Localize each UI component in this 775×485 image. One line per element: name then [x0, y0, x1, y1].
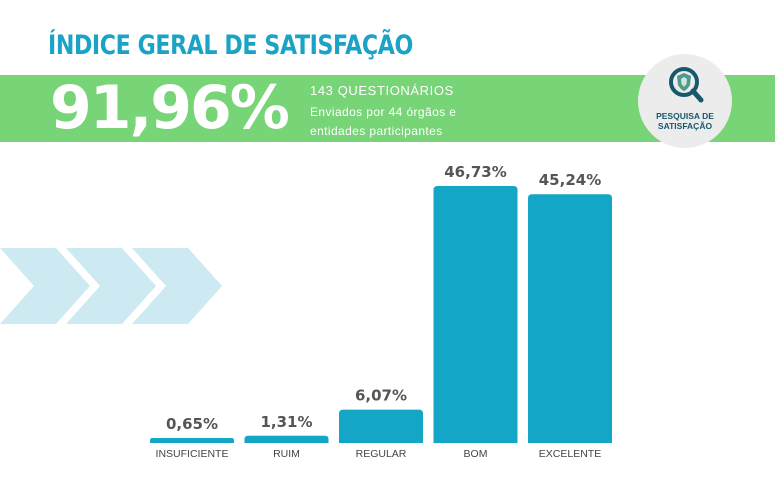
- bar-value-label: 46,73%: [444, 163, 506, 181]
- satisfaction-index-value: 91,96%: [50, 73, 290, 143]
- logo-text: PESQUISA DE SATISFAÇÃO: [638, 111, 732, 131]
- chevron-icon: [0, 248, 90, 324]
- bar-insuficiente: [150, 438, 234, 443]
- chevron-icon: [66, 248, 156, 324]
- category-label: BOM: [464, 448, 488, 460]
- category-label: EXCELENTE: [539, 448, 601, 460]
- category-label: RUIM: [273, 448, 300, 460]
- category-label: INSUFICIENTE: [156, 448, 229, 460]
- chevron-arrows-decoration: [0, 248, 222, 324]
- bar-ruim: [244, 435, 329, 443]
- bar-value-label: 6,07%: [355, 387, 407, 405]
- page-title: ÍNDICE GERAL DE SATISFAÇÃO: [48, 30, 413, 61]
- bar-bom: [433, 186, 518, 443]
- bar-regular: [339, 409, 423, 443]
- bar-value-label: 0,65%: [166, 415, 218, 433]
- magnifier-shield-icon: [669, 67, 704, 103]
- questionnaire-count: 143 QUESTIONÁRIOS: [310, 83, 454, 98]
- category-label: REGULAR: [356, 448, 407, 460]
- bar-excelente: [528, 194, 612, 443]
- logo-text-line2: SATISFAÇÃO: [657, 121, 713, 131]
- logo-text-line1: PESQUISA DE: [656, 111, 714, 121]
- survey-logo: PESQUISA DE SATISFAÇÃO: [638, 54, 732, 148]
- bar-value-label: 45,24%: [539, 171, 601, 189]
- questionnaire-description: Enviados por 44 órgãos e entidades parti…: [310, 105, 457, 138]
- bar-value-label: 1,31%: [260, 413, 312, 431]
- chevron-icon: [132, 248, 222, 324]
